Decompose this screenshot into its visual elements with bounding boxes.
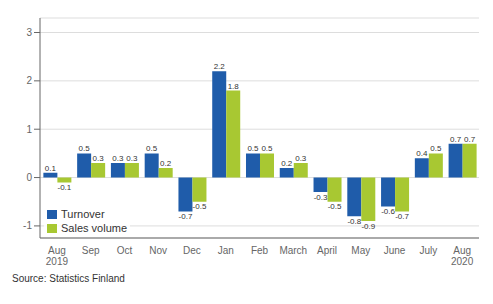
svg-text:-0.7: -0.7 bbox=[395, 212, 409, 221]
svg-text:-1: -1 bbox=[23, 220, 32, 231]
svg-text:June: June bbox=[384, 245, 406, 256]
svg-text:March: March bbox=[279, 245, 307, 256]
svg-text:Jan: Jan bbox=[218, 245, 234, 256]
svg-text:Aug2019: Aug2019 bbox=[46, 245, 69, 267]
svg-text:-0.8: -0.8 bbox=[347, 217, 361, 226]
svg-text:0.4: 0.4 bbox=[416, 149, 428, 158]
svg-text:1: 1 bbox=[26, 124, 32, 135]
svg-text:2.2: 2.2 bbox=[214, 62, 226, 71]
svg-text:0.5: 0.5 bbox=[430, 144, 442, 153]
svg-text:Nov: Nov bbox=[149, 245, 167, 256]
svg-text:0.1: 0.1 bbox=[45, 164, 57, 173]
svg-text:0: 0 bbox=[26, 172, 32, 183]
svg-text:April: April bbox=[317, 245, 337, 256]
svg-text:-0.7: -0.7 bbox=[179, 212, 193, 221]
svg-text:Aug2020: Aug2020 bbox=[451, 245, 474, 267]
svg-text:0.5: 0.5 bbox=[261, 144, 273, 153]
html-text:Sales volume: Sales volume bbox=[61, 222, 127, 234]
svg-text:May: May bbox=[351, 245, 370, 256]
svg-text:Feb: Feb bbox=[251, 245, 269, 256]
svg-text:-0.9: -0.9 bbox=[361, 222, 375, 231]
svg-text:Dec: Dec bbox=[183, 245, 201, 256]
svg-text:0.3: 0.3 bbox=[126, 154, 138, 163]
svg-text:2: 2 bbox=[26, 75, 32, 86]
svg-text:-0.3: -0.3 bbox=[314, 193, 328, 202]
svg-text:0.5: 0.5 bbox=[79, 144, 91, 153]
svg-text:1.8: 1.8 bbox=[228, 82, 240, 91]
svg-text:0.7: 0.7 bbox=[450, 135, 462, 144]
svg-text:0.2: 0.2 bbox=[160, 159, 172, 168]
svg-text:0.5: 0.5 bbox=[146, 144, 158, 153]
svg-text:0.3: 0.3 bbox=[93, 154, 105, 163]
svg-text:Oct: Oct bbox=[117, 245, 133, 256]
svg-text:Sep: Sep bbox=[82, 245, 100, 256]
svg-text:0.3: 0.3 bbox=[112, 154, 124, 163]
svg-text:0.3: 0.3 bbox=[295, 154, 307, 163]
html-text:Source: Statistics Finland: Source: Statistics Finland bbox=[12, 273, 125, 284]
svg-text:-0.6: -0.6 bbox=[381, 207, 395, 216]
svg-text:-0.5: -0.5 bbox=[328, 202, 342, 211]
svg-text:0.7: 0.7 bbox=[464, 135, 476, 144]
html-text:Turnover: Turnover bbox=[61, 208, 105, 220]
svg-text:0.5: 0.5 bbox=[247, 144, 259, 153]
svg-text:0.2: 0.2 bbox=[281, 159, 293, 168]
svg-text:-0.1: -0.1 bbox=[57, 183, 71, 192]
svg-text:July: July bbox=[419, 245, 437, 256]
svg-text:3: 3 bbox=[26, 27, 32, 38]
svg-text:-0.5: -0.5 bbox=[193, 202, 207, 211]
